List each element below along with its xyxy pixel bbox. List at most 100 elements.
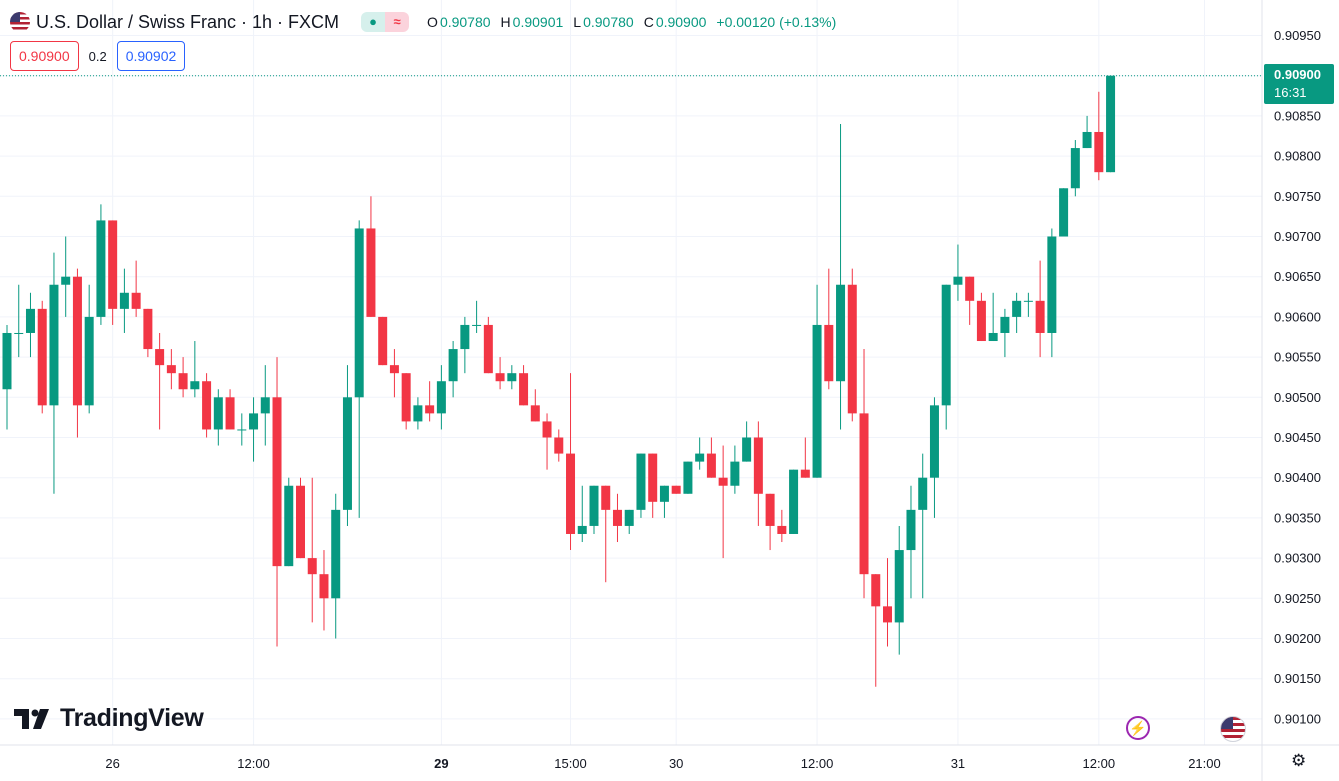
- candle-body: [953, 276, 963, 285]
- candle-body: [800, 469, 810, 478]
- candle-body: [436, 381, 446, 414]
- y-tick-label: 0.90600: [1274, 309, 1321, 324]
- y-tick-label: 0.90500: [1274, 390, 1321, 405]
- candle-body: [519, 373, 529, 406]
- candle-body: [612, 509, 622, 526]
- candle-body: [847, 284, 857, 414]
- x-tick-label: 15:00: [554, 756, 587, 771]
- y-tick-label: 0.90200: [1274, 631, 1321, 646]
- y-tick-label: 0.90150: [1274, 671, 1321, 686]
- candle-body: [577, 525, 587, 534]
- candle-body: [636, 453, 646, 510]
- candle-body: [366, 228, 376, 317]
- candle-body: [601, 485, 611, 510]
- candle-body: [777, 525, 787, 534]
- candle-body: [718, 477, 728, 486]
- candle-body: [1012, 300, 1022, 317]
- candle-body: [648, 453, 658, 502]
- usd-flag-icon[interactable]: [1220, 716, 1246, 742]
- candle-body: [871, 574, 881, 607]
- candle-body: [906, 509, 916, 551]
- candle-body: [918, 477, 928, 510]
- candle-body: [659, 485, 669, 502]
- candle-body: [530, 405, 540, 422]
- y-tick-label: 0.90350: [1274, 510, 1321, 525]
- ohlc-low-key: L: [573, 14, 582, 30]
- brand-name: TradingView: [60, 704, 204, 732]
- y-tick-label: 0.90850: [1274, 108, 1321, 123]
- y-tick-label: 0.90750: [1274, 189, 1321, 204]
- candle-body: [178, 373, 188, 390]
- bolt-icon[interactable]: ⚡: [1126, 716, 1150, 740]
- candle-body: [448, 349, 458, 382]
- ohlc-low: 0.90780: [583, 14, 634, 30]
- candle-body: [190, 381, 200, 390]
- candle-body: [883, 606, 892, 623]
- dot-icon[interactable]: ●: [361, 12, 386, 32]
- y-tick-label: 0.90800: [1274, 149, 1321, 164]
- candle-body: [1000, 316, 1010, 333]
- tradingview-logo[interactable]: TradingView: [14, 704, 204, 733]
- candle-body: [824, 324, 834, 382]
- last-price: 0.90900: [1274, 67, 1321, 82]
- candle-body: [260, 397, 270, 414]
- candle-body: [483, 324, 493, 374]
- approx-icon[interactable]: ≈: [385, 12, 410, 32]
- candle-body: [566, 453, 576, 534]
- candle-body: [331, 509, 341, 599]
- spread-value: 0.2: [88, 48, 107, 64]
- candle-body: [96, 220, 106, 317]
- candle-body: [472, 324, 482, 326]
- candle-body: [389, 365, 399, 374]
- candle-body: [413, 405, 423, 422]
- candle-body: [695, 453, 705, 462]
- symbol-title[interactable]: U.S. Dollar / Swiss Franc · 1h · FXCM: [36, 11, 340, 32]
- candle-body: [1094, 131, 1104, 173]
- buy-button[interactable]: 0.90902: [116, 41, 186, 71]
- candle-body: [296, 485, 305, 559]
- candle-body: [894, 550, 904, 623]
- candle-body: [237, 429, 247, 431]
- candle-body: [988, 332, 998, 342]
- x-tick-label: 26: [105, 756, 119, 771]
- candle-body: [49, 284, 59, 406]
- gear-icon[interactable]: ⚙: [1291, 751, 1307, 770]
- x-tick-label: 12:00: [1083, 756, 1116, 771]
- candle-body: [965, 276, 975, 301]
- y-tick-label: 0.90450: [1274, 430, 1321, 445]
- candle-body: [1070, 148, 1080, 189]
- candle-body: [37, 308, 47, 406]
- candle-body: [319, 574, 329, 599]
- candle-body: [155, 349, 165, 366]
- status-pill[interactable]: ● ≈: [361, 12, 410, 32]
- us-flag-icon: [10, 12, 30, 32]
- y-tick-label: 0.90700: [1274, 229, 1321, 244]
- candle-body: [495, 373, 505, 382]
- candle-body: [859, 413, 869, 575]
- candle-body: [753, 437, 763, 494]
- candle-body: [307, 558, 317, 575]
- candle-body: [84, 316, 94, 406]
- candle-body: [460, 324, 470, 350]
- candle-body: [131, 292, 141, 309]
- ohlc-readout: O 0.90780 H 0.90901 L 0.90780 C 0.90900 +0.0…: [427, 14, 844, 30]
- y-tick-label: 0.90300: [1274, 551, 1321, 566]
- ohlc-close-key: C: [643, 14, 654, 30]
- ohlc-open: 0.90780: [439, 14, 491, 30]
- x-tick-label: 31: [951, 756, 965, 771]
- candle-body: [1059, 188, 1069, 237]
- ohlc-high-key: H: [500, 14, 511, 30]
- ohlc-open-key: O: [427, 14, 438, 30]
- sell-button[interactable]: 0.90900: [10, 41, 79, 71]
- candle-body: [2, 332, 12, 390]
- x-tick-label: 21:00: [1188, 756, 1221, 771]
- x-tick-label: 12:00: [237, 756, 270, 771]
- candle-body: [225, 397, 235, 430]
- y-tick-label: 0.90650: [1274, 269, 1321, 284]
- trade-row: 0.90900 0.2 0.90902: [10, 41, 186, 71]
- candle-body: [742, 437, 752, 462]
- last-price-label: 0.90900 16:31: [1264, 64, 1334, 104]
- candle-body: [624, 509, 634, 526]
- candle-body: [976, 300, 986, 342]
